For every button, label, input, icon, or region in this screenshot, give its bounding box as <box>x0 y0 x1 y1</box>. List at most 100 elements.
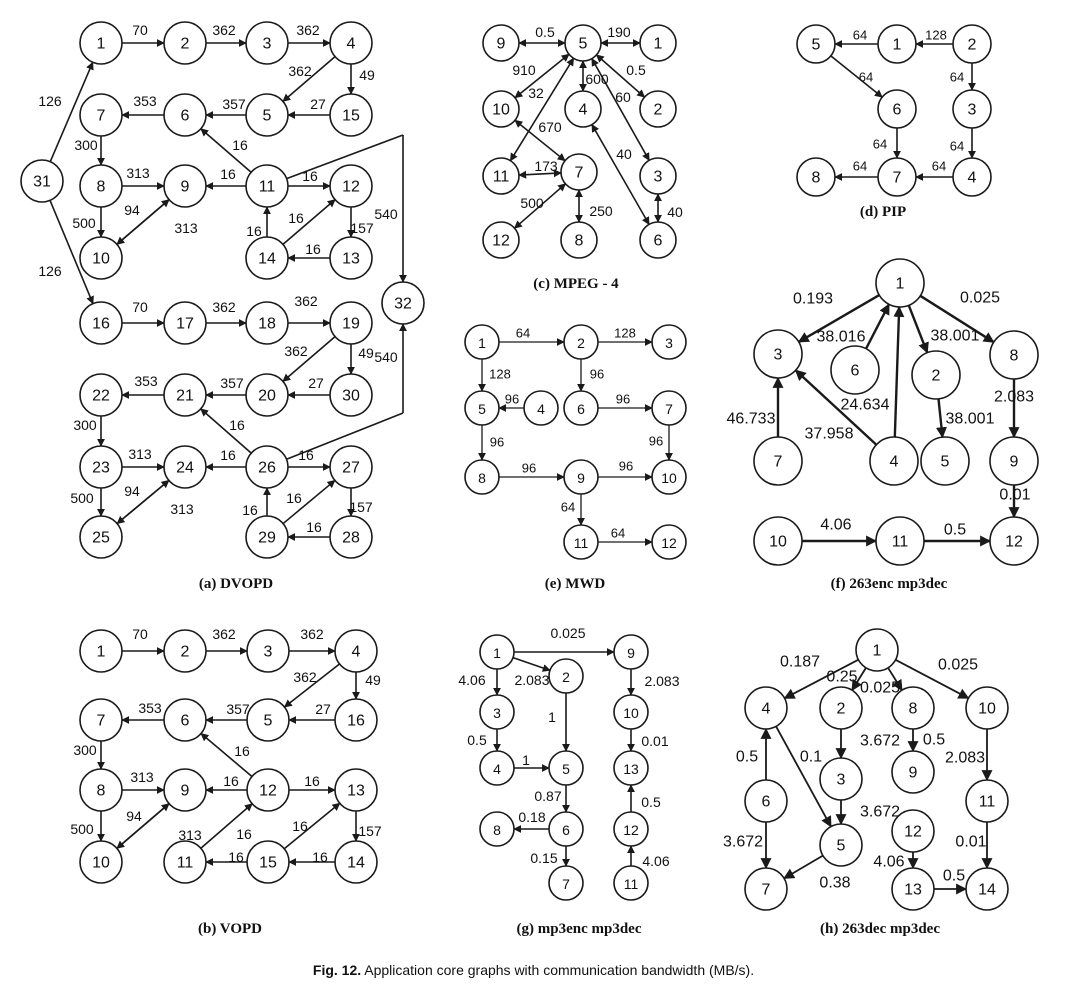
node-circle <box>639 90 677 128</box>
edge-segment <box>116 803 170 849</box>
edge-5-7 <box>783 854 824 880</box>
node-label: 6 <box>762 794 771 811</box>
edge-label: 313 <box>174 220 198 236</box>
node-circle <box>245 301 289 345</box>
node-6: 6 <box>830 345 880 395</box>
node-label: 18 <box>258 316 276 333</box>
node-circle <box>796 157 836 197</box>
edge-label-layer: 128 64 64 64 64 64 64 64 <box>853 28 964 174</box>
node-14: 14 <box>245 236 289 280</box>
edge-label: 16 <box>302 168 318 184</box>
edge-label: 27 <box>308 375 324 391</box>
node-label: 23 <box>92 460 110 477</box>
node-22: 22 <box>79 373 123 417</box>
edge-label: 96 <box>490 435 504 450</box>
node-4: 4 <box>564 90 602 128</box>
node-circle <box>875 516 925 566</box>
node-circle <box>613 634 649 670</box>
edge-label: 40 <box>616 146 632 162</box>
edge-layer <box>760 658 993 895</box>
node-12: 12 <box>246 768 290 812</box>
panel-g-mp3enc-mp3dec: (g) mp3enc mp3dec 0.025 4.06 2.083 1 0.5 1 0.8… <box>458 625 679 937</box>
edge-11-12 <box>200 803 253 849</box>
edge-label: 64 <box>859 70 873 85</box>
node-27: 27 <box>329 445 373 489</box>
node-label: 31 <box>33 174 51 191</box>
node-3: 3 <box>246 629 290 673</box>
node-7: 7 <box>560 153 598 191</box>
node-circle <box>482 157 520 195</box>
node-7: 7 <box>79 93 123 137</box>
node-label: 8 <box>812 170 821 187</box>
edge-label: 46.733 <box>727 411 776 428</box>
node-label: 2 <box>932 368 941 385</box>
node-circle <box>952 89 992 129</box>
edge-label: 0.5 <box>944 522 966 539</box>
node-2: 2 <box>563 324 599 360</box>
edge-label: 157 <box>350 220 374 236</box>
edge-label: 64 <box>950 70 964 85</box>
edge-label: 500 <box>520 195 544 211</box>
edge-label: 362 <box>300 626 324 642</box>
edge-label: 64 <box>561 500 575 515</box>
node-label: 6 <box>851 363 860 380</box>
node-circle <box>563 324 599 360</box>
edge-label: 16 <box>305 241 321 257</box>
node-circle <box>79 236 123 280</box>
edge-layer <box>97 647 360 866</box>
node-circle <box>891 750 935 794</box>
node-1: 1 <box>639 24 677 62</box>
node-label: 8 <box>909 701 918 718</box>
node-label: 11 <box>493 169 510 186</box>
node-11: 11 <box>965 779 1009 823</box>
node-circle <box>246 840 290 884</box>
edge-label: 0.025 <box>938 657 978 674</box>
node-6: 6 <box>877 89 917 129</box>
node-label: 10 <box>978 701 996 718</box>
node-circle <box>245 373 289 417</box>
node-label: 3 <box>264 644 273 661</box>
node-circle <box>563 524 599 560</box>
node-label: 13 <box>347 783 365 800</box>
edge-label: 0.5 <box>467 732 487 748</box>
edge-label: 16 <box>306 519 322 535</box>
node-circle <box>548 658 584 694</box>
node-circle <box>329 93 373 137</box>
edge-label: 0.025 <box>860 680 900 697</box>
node-circle <box>479 811 515 847</box>
node-circle <box>639 221 677 259</box>
edge-label: 1 <box>522 752 530 768</box>
edge-segment <box>200 732 253 778</box>
edge-4-1 <box>893 305 905 438</box>
node-6: 6 <box>163 93 207 137</box>
node-label: 10 <box>769 534 787 551</box>
node-label: 1 <box>478 335 486 351</box>
edge-label: 313 <box>170 501 194 517</box>
edge-label: 16 <box>246 223 262 239</box>
node-label: 9 <box>1010 454 1019 471</box>
node-circle <box>246 698 290 742</box>
edge-label: 16 <box>234 743 250 759</box>
edge-label: 1 <box>548 709 556 725</box>
node-9: 9 <box>482 24 520 62</box>
edge-label: 0.01 <box>641 733 668 749</box>
node-4: 4 <box>523 390 559 426</box>
edge-label: 313 <box>178 827 202 843</box>
node-circle <box>79 768 123 812</box>
edge-label: 60 <box>615 89 631 105</box>
node-circle <box>613 865 649 901</box>
node-4: 4 <box>744 686 788 730</box>
node-label: 3 <box>968 102 977 119</box>
edge-label: 910 <box>512 62 536 78</box>
edge-label: 16 <box>292 818 308 834</box>
edge-label: 2.083 <box>514 672 549 688</box>
node-label: 1 <box>654 36 663 53</box>
edge-segment <box>895 658 970 700</box>
node-circle <box>744 867 788 911</box>
node-label: 2 <box>837 701 846 718</box>
edge-segment <box>783 658 859 700</box>
node-label: 25 <box>92 530 110 547</box>
